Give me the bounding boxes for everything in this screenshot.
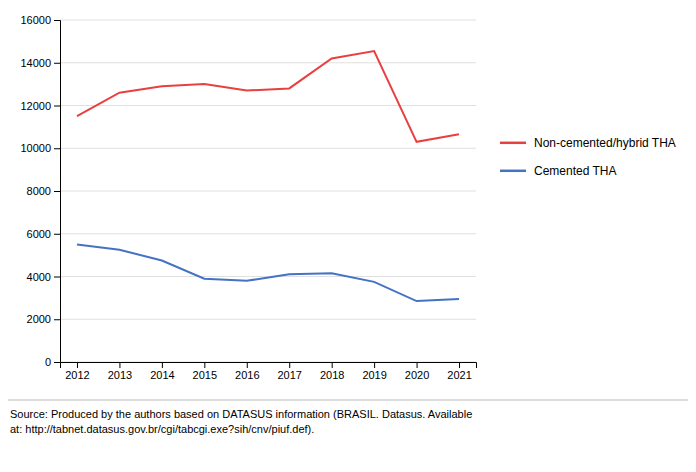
tick: 2012 [65, 362, 89, 381]
tick: 16000 [20, 14, 60, 26]
tick-mark [162, 362, 163, 368]
tick: 2016 [235, 362, 259, 381]
legend-entry: Non-cemented/hybrid THA [500, 136, 676, 150]
grid-line [60, 105, 476, 106]
tick: 2000 [27, 313, 60, 325]
tick-mark [54, 106, 60, 107]
tick-mark [54, 191, 60, 192]
tick-mark [77, 362, 78, 368]
tick: 2018 [320, 362, 344, 381]
tick-mark [54, 20, 60, 21]
tick-mark [54, 63, 60, 64]
tick: 2020 [405, 362, 429, 381]
tick-label: 2014 [150, 369, 174, 381]
tick-label: 2019 [362, 369, 386, 381]
tick-label: 12000 [20, 100, 51, 112]
tick-mark [459, 362, 460, 368]
tick: 10000 [20, 142, 60, 154]
annotation-line: Source: Produced by the authors based on… [10, 408, 472, 420]
tick-label: 2020 [405, 369, 429, 381]
grid-line [60, 20, 476, 21]
tick-label: 2017 [277, 369, 301, 381]
legend-swatch [500, 142, 526, 145]
tick: 0 [45, 356, 60, 368]
series-line [77, 51, 459, 142]
tick-label: 2000 [27, 313, 51, 325]
tick: 6000 [27, 228, 60, 240]
axis-line [54, 21, 61, 363]
tick-mark [374, 362, 375, 368]
grid-line [60, 191, 476, 192]
tick: 2013 [108, 362, 132, 381]
tick: 2019 [362, 362, 386, 381]
plot-area: 2012 2013 2014 2015 2016 2017 2018 2019 2020 2021… [20, 14, 476, 381]
grid-line [60, 233, 476, 234]
legend: Non-cemented/hybrid THA Cemented THA [500, 136, 676, 178]
tick: 8000 [27, 185, 60, 197]
tick-label: 2016 [235, 369, 259, 381]
tick: 12000 [20, 100, 60, 112]
grid-line [60, 62, 476, 63]
lines [77, 51, 459, 301]
separator [8, 400, 688, 401]
tick: 14000 [20, 57, 60, 69]
legend-entry: Cemented THA [500, 164, 616, 178]
y-axis: 0 2000 4000 6000 8000 10000 12000 14000 16000 [20, 14, 60, 368]
legend-swatch [500, 170, 526, 173]
tick-mark [204, 362, 205, 368]
tick-label: 6000 [27, 228, 51, 240]
annotation: Source: Produced by the authors based on… [10, 408, 472, 435]
axis-line [61, 363, 477, 369]
tick-label: 2018 [320, 369, 344, 381]
legend-label: Cemented THA [534, 164, 616, 178]
tick-mark [289, 362, 290, 368]
annotation-line: at: http://tabnet.datasus.gov.br/cgi/tab… [10, 423, 314, 435]
tick-mark [247, 362, 248, 368]
tick-label: 14000 [20, 57, 51, 69]
tick-label: 2013 [108, 369, 132, 381]
grid-line [60, 319, 476, 320]
tick-label: 10000 [20, 142, 51, 154]
x-axis: 2012 2013 2014 2015 2016 2017 2018 2019 2020 2021 [61, 362, 477, 381]
tick-mark [119, 362, 120, 368]
tick-mark [54, 148, 60, 149]
tick-mark [54, 277, 60, 278]
tick-label: 2021 [447, 369, 471, 381]
tick: 2014 [150, 362, 174, 381]
tick-mark [417, 362, 418, 368]
tick-label: 2015 [193, 369, 217, 381]
tick-mark [54, 234, 60, 235]
tick-label: 8000 [27, 185, 51, 197]
tick-label: 0 [45, 356, 51, 368]
tick-mark [332, 362, 333, 368]
tick: 2021 [447, 362, 471, 381]
series-line [77, 244, 459, 301]
tick-label: 4000 [27, 271, 51, 283]
grid-line [60, 148, 476, 149]
grid [60, 20, 476, 362]
tick-mark [54, 319, 60, 320]
tick: 2017 [277, 362, 301, 381]
tick-label: 2012 [65, 369, 89, 381]
tick: 4000 [27, 271, 60, 283]
tick-mark [54, 362, 60, 363]
tick: 2015 [193, 362, 217, 381]
legend-label: Non-cemented/hybrid THA [534, 136, 676, 150]
tick-label: 16000 [20, 14, 51, 26]
chart: 2012 2013 2014 2015 2016 2017 2018 2019 2020 2021… [0, 0, 696, 472]
